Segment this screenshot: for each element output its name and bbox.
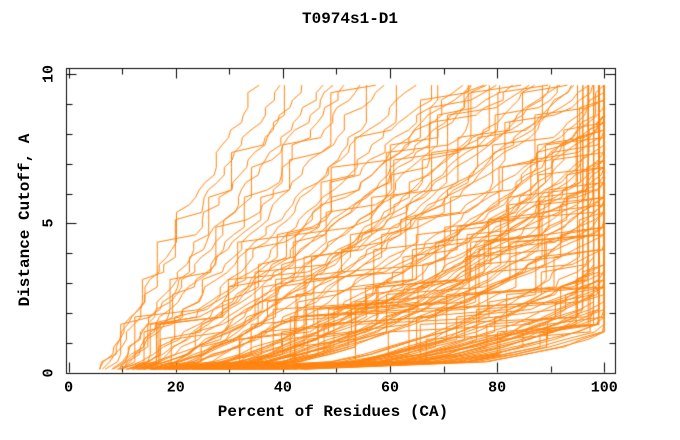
y-tick-label: 10 [40,64,58,83]
x-tick-label: 100 [590,379,618,397]
y-axis-label: Distance Cutoff, A [16,133,34,307]
x-tick-label: 40 [273,379,292,397]
x-tick-label: 60 [381,379,400,397]
x-tick-label: 80 [488,379,507,397]
y-tick-label: 0 [40,368,58,378]
chart-title: T0974s1-D1 [301,10,399,28]
x-tick-label: 0 [64,379,74,397]
y-tick-label: 5 [40,218,58,228]
x-axis-label: Percent of Residues (CA) [217,403,449,421]
x-tick-label: 20 [166,379,185,397]
